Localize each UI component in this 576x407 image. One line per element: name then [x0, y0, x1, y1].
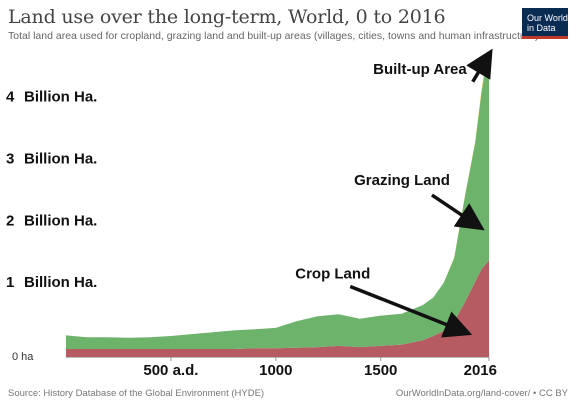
- y-tick-label: 2: [6, 212, 14, 229]
- annotation-label: Built-up Area: [373, 61, 467, 78]
- annotation-arrow: [430, 193, 485, 231]
- y-tick-label: 1: [6, 274, 14, 291]
- chart-subtitle: Total land area used for cropland, grazi…: [8, 30, 542, 42]
- x-tick-label: 1500: [364, 362, 397, 379]
- chart-title: Land use over the long-term, World, 0 to…: [8, 6, 446, 28]
- y-tick-label: Billion Ha.: [24, 89, 97, 106]
- credit-link[interactable]: OurWorldInData.org/land-cover/ • CC BY: [395, 388, 568, 399]
- source-note: Source: History Database of the Global E…: [8, 388, 265, 399]
- x-tick-label: 2016: [464, 362, 497, 379]
- annotation-label: Grazing Land: [354, 172, 450, 189]
- y-tick-label: 0 ha: [12, 351, 34, 363]
- y-tick-label: 3: [6, 150, 14, 167]
- owid-logo[interactable]: Our World in Data: [522, 8, 568, 39]
- x-tick-label: 1000: [259, 362, 292, 379]
- annotation-label: Crop Land: [295, 265, 370, 282]
- annotation-arrow: [466, 48, 493, 83]
- y-tick-label: Billion Ha.: [24, 150, 97, 167]
- y-tick-label: Billion Ha.: [24, 274, 97, 291]
- x-tick-label: 500 a.d.: [143, 362, 198, 379]
- grazing-area: [66, 57, 489, 349]
- y-tick-label: Billion Ha.: [24, 212, 97, 229]
- cropland-area: [66, 260, 489, 357]
- y-tick-label: 4: [6, 89, 15, 106]
- annotation-arrow: [349, 284, 473, 338]
- builtup-area: [66, 54, 489, 338]
